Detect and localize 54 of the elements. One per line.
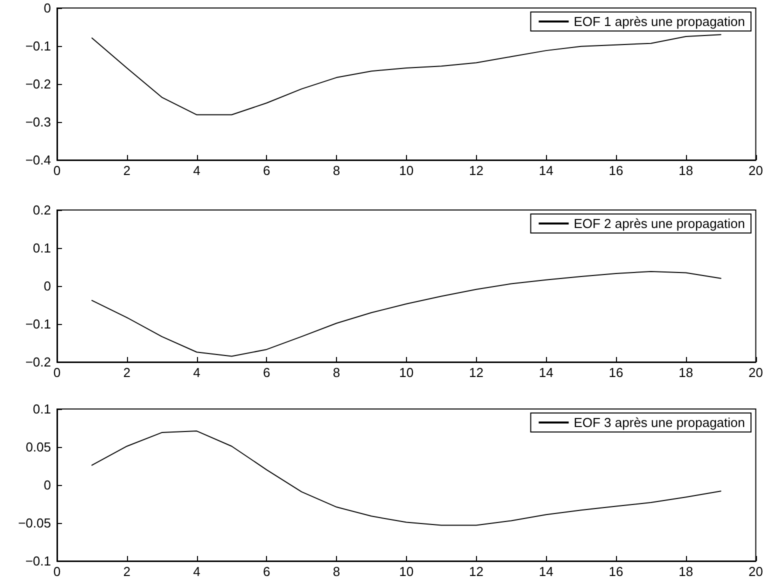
y-tick-label: 0 [44, 478, 51, 492]
x-tick-label: 12 [469, 365, 484, 380]
x-tick-label: 4 [193, 163, 200, 178]
x-tick-label: 6 [263, 365, 270, 380]
line-series [91, 34, 722, 116]
y-tick-label: 0.1 [32, 240, 51, 256]
legend-label: EOF 3 après une propagation [574, 415, 745, 430]
line-series [91, 271, 722, 357]
x-tick-label: 2 [123, 365, 130, 380]
y-tick-label: 0 [44, 278, 51, 294]
legend-label: EOF 2 après une propagation [574, 216, 745, 231]
y-tick-label: −0.1 [25, 316, 51, 332]
x-tick-label: 0 [53, 564, 61, 579]
y-tick-label: −0.2 [25, 354, 51, 370]
legend-label: EOF 1 après une propagation [574, 14, 745, 29]
x-tick-label: 20 [748, 365, 764, 380]
x-tick-label: 20 [748, 564, 764, 579]
y-tick-label: −0.1 [25, 554, 51, 568]
x-tick-label: 12 [469, 564, 484, 579]
line-series [91, 430, 722, 526]
x-tick-label: 18 [678, 564, 694, 579]
y-tick-label: 0.2 [32, 202, 51, 218]
x-tick-label: 8 [332, 564, 340, 579]
x-tick-label: 4 [193, 365, 200, 380]
y-tick-label: 0 [44, 0, 51, 16]
x-tick-label: 14 [538, 564, 554, 579]
x-tick-label: 2 [123, 564, 130, 579]
x-tick-label: 12 [469, 163, 484, 178]
x-tick-label: 20 [748, 163, 764, 178]
x-tick-label: 6 [263, 564, 270, 579]
y-tick-label: 0.05 [26, 440, 51, 454]
x-tick-label: 0 [53, 163, 61, 178]
y-tick-label: 0.1 [32, 402, 51, 416]
x-tick-label: 16 [608, 365, 624, 380]
x-tick-label: 10 [399, 365, 414, 380]
x-tick-label: 18 [678, 163, 694, 178]
y-tick-label: −0.4 [25, 152, 51, 168]
x-tick-label: 4 [193, 564, 200, 579]
x-tick-label: 18 [678, 365, 694, 380]
x-tick-label: 2 [123, 163, 130, 178]
y-tick-label: −0.1 [25, 38, 51, 54]
y-tick-label: −0.05 [18, 516, 51, 530]
x-tick-label: 14 [538, 365, 554, 380]
x-tick-label: 10 [399, 163, 414, 178]
x-tick-label: 16 [608, 564, 624, 579]
x-tick-label: 8 [332, 365, 340, 380]
x-tick-label: 10 [399, 564, 414, 579]
y-tick-label: −0.2 [25, 76, 51, 92]
x-tick-label: 0 [53, 365, 61, 380]
x-tick-label: 16 [608, 163, 624, 178]
y-tick-label: −0.3 [25, 114, 51, 130]
x-tick-label: 8 [332, 163, 340, 178]
x-tick-label: 6 [263, 163, 270, 178]
x-tick-label: 14 [538, 163, 554, 178]
